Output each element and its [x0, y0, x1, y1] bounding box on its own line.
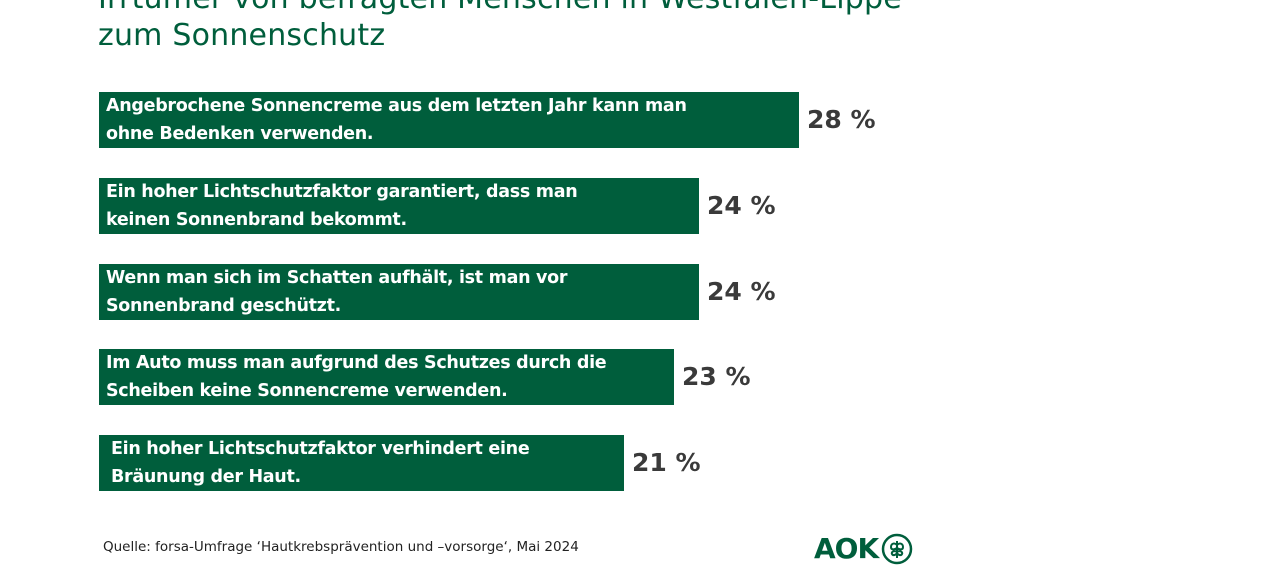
source-note: Quelle: forsa-Umfrage ‘Hautkrebspräventi…	[103, 539, 579, 555]
value-label: 28 %	[807, 105, 876, 134]
bar: Ein hoher Lichtschutzfaktor verhindert e…	[99, 435, 624, 492]
bar-label: Ein hoher Lichtschutzfaktor verhindert e…	[111, 439, 530, 488]
bar: Angebrochene Sonnencreme aus dem letzten…	[99, 92, 799, 148]
value-label: 23 %	[682, 362, 751, 392]
bar: Wenn man sich im Schatten aufhält, ist m…	[99, 263, 699, 320]
bar-label: Angebrochene Sonnencreme aus dem letzten…	[106, 96, 687, 144]
aok-tree-logo-icon	[881, 533, 913, 564]
value-label: 24 %	[707, 190, 776, 220]
chart-title: Irrtümer von befragten Menschen in Westf…	[98, 0, 902, 53]
value-label: 21 %	[632, 448, 701, 478]
logo-text: AOK	[814, 532, 879, 565]
bar-label: Im Auto muss man aufgrund des Schutzes d…	[106, 353, 607, 402]
value-label: 24 %	[707, 276, 776, 306]
bar: Ein hoher Lichtschutzfaktor garantiert, …	[99, 177, 699, 234]
bar-label: Wenn man sich im Schatten aufhält, ist m…	[106, 267, 568, 316]
aok-logo: AOK	[814, 532, 913, 565]
bar-label: Ein hoher Lichtschutzfaktor garantiert, …	[106, 181, 578, 230]
bar: Im Auto muss man aufgrund des Schutzes d…	[99, 349, 674, 406]
